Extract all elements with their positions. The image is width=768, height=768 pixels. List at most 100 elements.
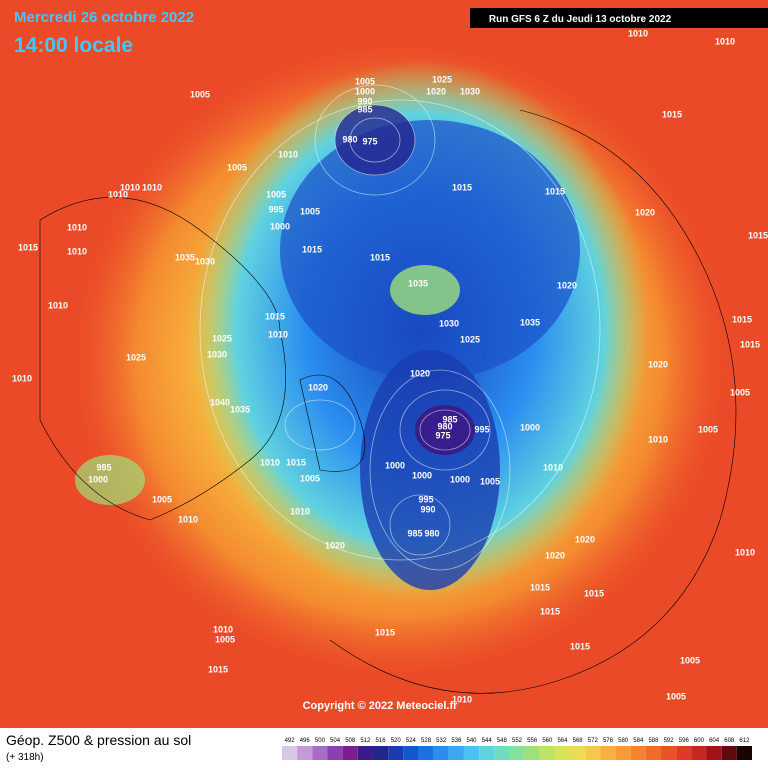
- colorbar-swatch: [282, 746, 298, 760]
- pressure-label: 985: [357, 104, 372, 114]
- colorbar-label: 512: [360, 738, 371, 744]
- colorbar-swatch: [615, 746, 631, 760]
- pressure-label: 980: [342, 134, 357, 144]
- pressure-label: 1015: [570, 641, 590, 651]
- colorbar-label: 552: [512, 738, 523, 744]
- pressure-label: 995: [474, 424, 489, 434]
- pressure-label: 1005: [698, 424, 718, 434]
- colorbar-label: 504: [330, 738, 341, 744]
- pressure-label: 1000: [520, 422, 540, 432]
- pressure-label: 1020: [557, 280, 577, 290]
- pressure-label: 1015: [208, 664, 228, 674]
- colorbar-label: 576: [603, 738, 614, 744]
- colorbar-label: 532: [436, 738, 447, 744]
- pressure-label: 1025: [460, 334, 480, 344]
- pressure-label: 1010: [543, 462, 563, 472]
- colorbar-label: 516: [376, 738, 387, 744]
- copyright: Copyright © 2022 Meteociel.fr: [303, 700, 459, 712]
- pressure-label: 995: [418, 494, 433, 504]
- colorbar-label: 508: [345, 738, 356, 744]
- pressure-label: 1020: [426, 86, 446, 96]
- colorbar-label: 568: [573, 738, 584, 744]
- pressure-label: 1010: [120, 182, 140, 192]
- colorbar-label: 612: [739, 738, 750, 744]
- pressure-label: 990: [420, 504, 435, 514]
- colorbar-label: 580: [618, 738, 629, 744]
- pressure-label: 1025: [126, 352, 146, 362]
- pressure-label: 1035: [230, 404, 250, 414]
- pressure-label: 995: [268, 204, 283, 214]
- pressure-label: 1010: [452, 694, 472, 704]
- pressure-label: 1015: [584, 588, 604, 598]
- pressure-label: 1015: [370, 252, 390, 262]
- colorbar-swatch: [372, 746, 389, 760]
- pressure-label: 1010: [142, 182, 162, 192]
- date-label: Mercredi 26 octobre 2022: [14, 9, 194, 26]
- pressure-label: 1005: [480, 476, 500, 486]
- pressure-label: 1000: [88, 474, 108, 484]
- colorbar-swatch: [661, 746, 677, 760]
- pressure-label: 1010: [108, 189, 128, 199]
- colorbar-swatch: [691, 746, 707, 760]
- pressure-label: 1030: [460, 86, 480, 96]
- run-box: [470, 8, 768, 28]
- colorbar-label: 592: [664, 738, 675, 744]
- colorbar-swatch: [357, 746, 373, 760]
- colorbar-swatch: [433, 746, 449, 760]
- pressure-label: 1005: [190, 89, 210, 99]
- pressure-label: 1005: [680, 655, 700, 665]
- pressure-label: 1010: [260, 457, 280, 467]
- pressure-label: 1015: [732, 314, 752, 324]
- pressure-label: 1040: [210, 397, 230, 407]
- colorbar-swatch: [736, 746, 752, 760]
- low-geopotential: [335, 105, 415, 175]
- pressure-label: 1010: [735, 547, 755, 557]
- pressure-label: 1015: [545, 186, 565, 196]
- low-geopotential: [280, 120, 580, 380]
- colorbar-swatch: [327, 746, 343, 760]
- pressure-label: 1015: [375, 627, 395, 637]
- pressure-label: 1020: [308, 382, 328, 392]
- colorbar-swatch: [554, 746, 571, 760]
- pressure-label: 1005: [300, 206, 320, 216]
- colorbar-label: 572: [588, 738, 599, 744]
- pressure-label: 1020: [635, 207, 655, 217]
- colorbar-swatch: [479, 746, 495, 760]
- pressure-label: 1015: [540, 606, 560, 616]
- colorbar-swatch: [676, 746, 692, 760]
- pressure-label: 1025: [212, 333, 232, 343]
- pressure-label: 985: [407, 528, 422, 538]
- pressure-label: 1015: [740, 339, 760, 349]
- pressure-label: 1015: [662, 109, 682, 119]
- pressure-label: 1010: [48, 300, 68, 310]
- colorbar-label: 500: [315, 738, 326, 744]
- pressure-label: 980: [424, 528, 439, 538]
- ridge: [390, 265, 460, 315]
- pressure-label: 1030: [439, 318, 459, 328]
- pressure-label: 1000: [270, 221, 290, 231]
- colorbar-label: 540: [467, 738, 478, 744]
- pressure-label: 1005: [215, 634, 235, 644]
- low-geopotential: [415, 405, 475, 455]
- colorbar-label: 604: [709, 738, 720, 744]
- pressure-label: 1015: [286, 457, 306, 467]
- pressure-label: 1005: [300, 473, 320, 483]
- colorbar-swatch: [463, 746, 480, 760]
- pressure-label: 1020: [410, 368, 430, 378]
- colorbar-label: 496: [300, 738, 311, 744]
- colorbar-swatch: [721, 746, 737, 760]
- pressure-label: 1005: [227, 162, 247, 172]
- colorbar-label: 548: [497, 738, 508, 744]
- colorbar-label: 596: [679, 738, 690, 744]
- pressure-label: 1015: [748, 230, 768, 240]
- pressure-label: 1010: [213, 624, 233, 634]
- pressure-label: 1015: [18, 242, 38, 252]
- colorbar-swatch: [494, 746, 510, 760]
- colorbar-swatch: [448, 746, 464, 760]
- pressure-label: 1000: [385, 460, 405, 470]
- pressure-label: 975: [362, 136, 377, 146]
- pressure-label: 1010: [715, 36, 735, 46]
- pressure-label: 1000: [355, 86, 375, 96]
